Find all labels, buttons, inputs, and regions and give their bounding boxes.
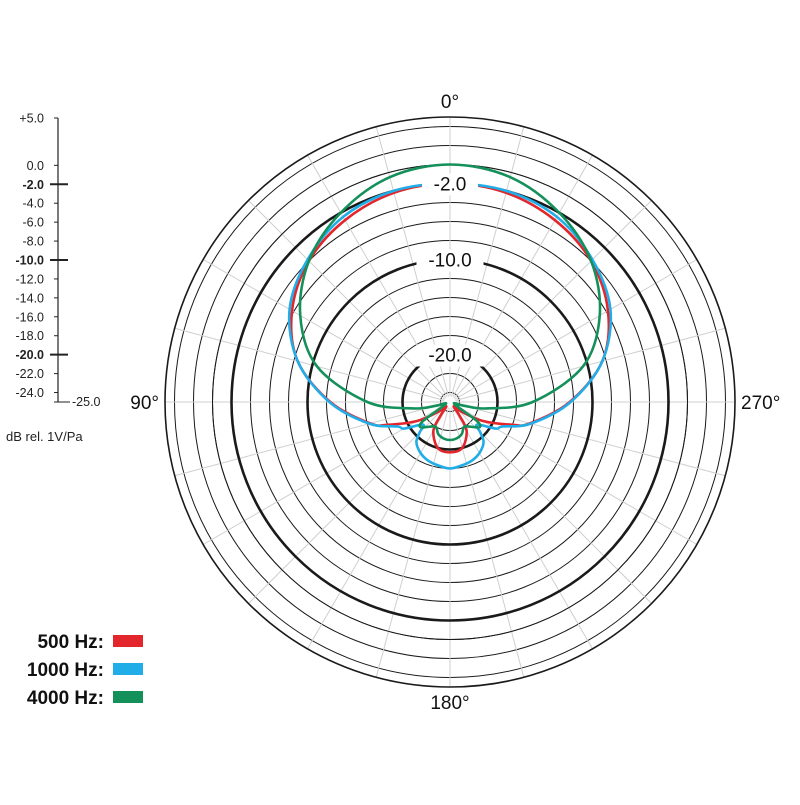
grid-spoke (450, 407, 525, 678)
grid-spoke (455, 327, 726, 402)
scale-label: -22.0 (16, 367, 45, 381)
scale-label: -4.0 (22, 197, 44, 211)
scale-label: -10.0 (16, 254, 45, 268)
legend: 500 Hz: 1000 Hz: 4000 Hz: (27, 632, 143, 709)
scale-label: -8.0 (22, 235, 44, 249)
scale-label: -6.0 (22, 216, 44, 230)
scale-label: -16.0 (16, 310, 45, 324)
legend-label: 1000 Hz: (27, 660, 104, 681)
ring-label: -20.0 (428, 346, 471, 367)
polar-curves (287, 163, 613, 470)
unit-label: dB rel. 1V/Pa (6, 429, 83, 444)
ring-label: -2.0 (434, 175, 467, 196)
grid-spoke (452, 406, 593, 650)
ring-label: -10.0 (428, 251, 471, 272)
legend-label: 500 Hz: (37, 632, 104, 653)
ring-label-bg (416, 249, 484, 272)
scale-label: -14.0 (16, 291, 45, 305)
scale-label: -18.0 (16, 329, 45, 343)
grid-spoke (248, 405, 447, 604)
outer-ring (164, 116, 736, 688)
grid-spoke (202, 259, 446, 400)
legend-swatch (113, 663, 143, 675)
angle-labels: 0° 90° 180° 270° (130, 92, 780, 714)
grid-spoke (174, 327, 445, 402)
grid-spoke (248, 200, 447, 399)
legend-swatch (113, 691, 143, 703)
legend-swatch (113, 635, 143, 647)
polar-grid (164, 116, 736, 688)
grid-spoke (174, 402, 445, 477)
legend-label: 4000 Hz: (27, 688, 104, 709)
scale-label: -2.0 (22, 178, 44, 192)
scale-label: -25.0 (72, 395, 101, 409)
scale-label: 0.0 (27, 159, 44, 173)
scale-label: -12.0 (16, 272, 45, 286)
angle-label: 270° (741, 393, 780, 414)
series-line-2 (298, 163, 602, 442)
ring-label-bg (422, 173, 478, 196)
scale-label: +5.0 (19, 112, 44, 126)
grid-spoke (453, 200, 652, 399)
angle-label: 90° (130, 393, 159, 414)
grid-spoke (455, 402, 726, 477)
ring-label-bg (416, 344, 484, 367)
scale-label: -20.0 (16, 348, 45, 362)
angle-label: 0° (441, 92, 459, 113)
grid-spoke (307, 406, 448, 650)
angle-label: 180° (430, 693, 469, 714)
db-scale: +5.0 0.0 -2.0 -4.0 -6.0 -8.0 -10.0 -12.0 -14.0 -1… (6, 112, 101, 445)
scale-label: -24.0 (16, 386, 45, 400)
grid-spoke (453, 405, 652, 604)
grid-spoke (454, 259, 698, 400)
series-line-1 (287, 182, 613, 470)
grid-spoke (375, 407, 450, 678)
reference-ring-labels: -2.0 -10.0 -20.0 (416, 173, 484, 367)
